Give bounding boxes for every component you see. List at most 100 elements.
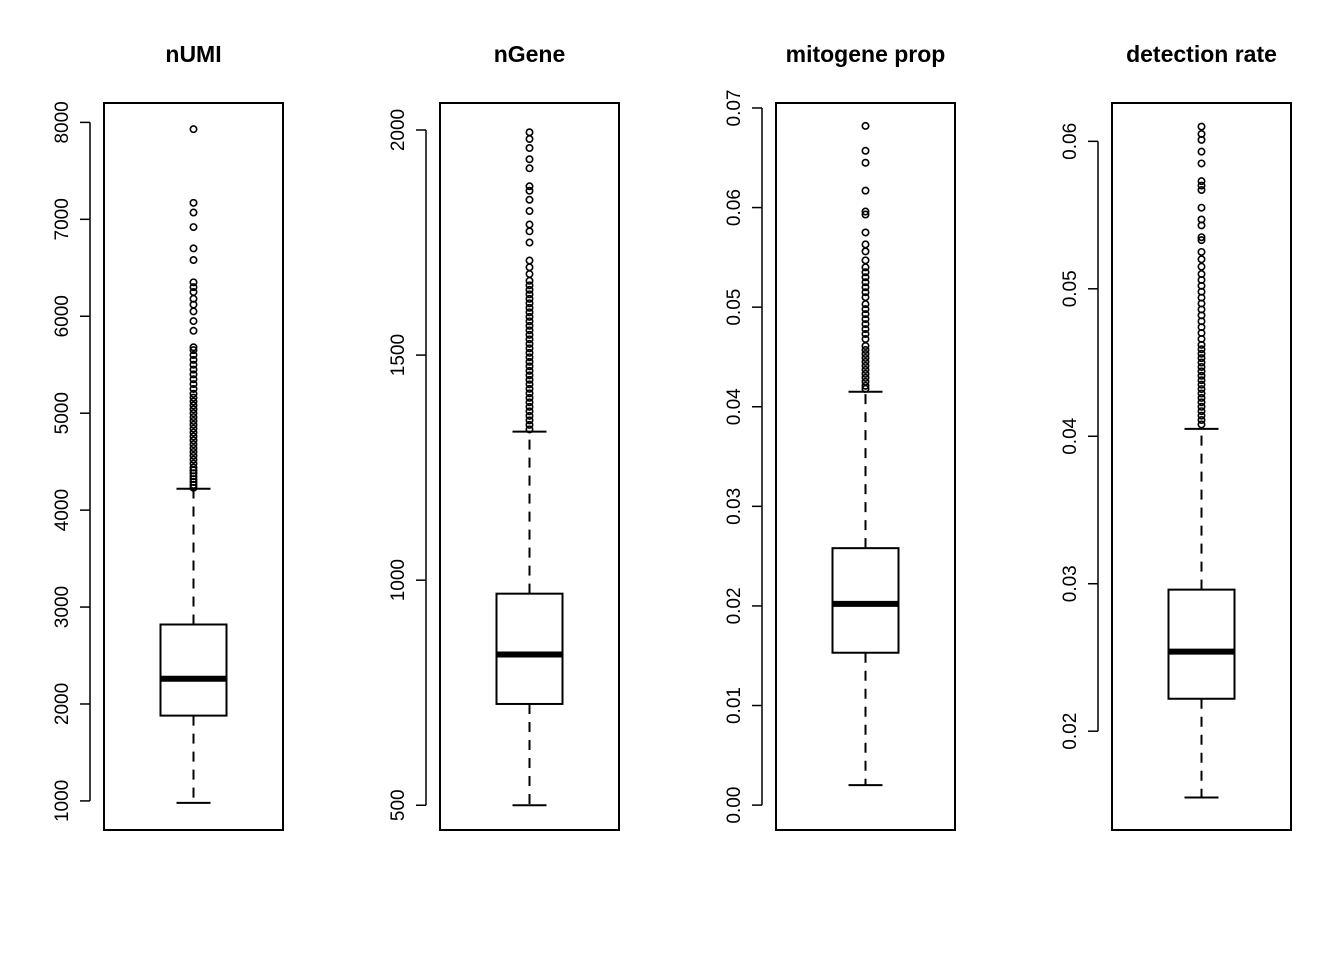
y-tick-label: 0.05 [1060,270,1081,307]
y-tick-label: 0.06 [724,189,745,226]
outlier-point [861,353,870,362]
outlier-point [861,325,870,334]
outlier-point [525,398,534,407]
outlier-point [1197,389,1206,398]
outlier-point [861,186,870,195]
y-tick-label: 3000 [52,586,73,628]
outlier-point [525,389,534,398]
outlier-point [1197,385,1206,394]
outlier-point [861,228,870,237]
outlier-point [525,344,534,353]
outlier-point [189,208,198,217]
outlier-point [525,128,534,137]
boxplot-panel-3: mitogene prop 0.00 0.01 0.02 0.03 0.04 0.05 0.0… [724,41,956,831]
outlier-point [1197,371,1206,380]
outlier-point [861,268,870,277]
outlier-point [1197,177,1206,186]
outlier-point [861,330,870,339]
outlier-point [861,121,870,130]
outlier-point [861,357,870,366]
outlier-point [525,263,534,272]
outlier-point [189,346,198,355]
outlier-point [189,416,198,425]
outlier-point [189,409,198,418]
outlier-point [1197,345,1206,354]
outlier-point [1197,236,1206,245]
y-tick-label: 0.04 [724,388,745,425]
outlier-point [861,335,870,344]
panel-title: nGene [494,41,566,67]
outlier-point [525,407,534,416]
outlier-point [525,326,534,335]
outlier-point [525,321,534,330]
outlier-point [861,207,870,216]
outlier-point [525,195,534,204]
outlier-point [525,411,534,420]
outlier-point [189,360,198,369]
outlier-point [189,444,198,453]
y-tick-label: 0.07 [724,89,745,126]
outlier-point [525,402,534,411]
y-tick-label: 1000 [388,559,409,601]
outlier-point [189,436,198,445]
y-tick-label: 0.05 [724,289,745,326]
outlier-point [1197,367,1206,376]
outlier-point [1197,181,1206,190]
outlier-point [1197,233,1206,242]
outlier-point [1197,402,1206,411]
outlier-point [189,198,198,207]
outlier-point [189,223,198,232]
outlier-point [189,256,198,265]
outlier-point [189,432,198,441]
outlier-point [1197,354,1206,363]
outlier-point [1197,147,1206,156]
outlier-point [189,278,198,287]
outlier-point [1197,416,1206,425]
y-tick-label: 0.04 [1060,417,1081,454]
outlier-point [189,440,198,449]
plot-frame [1111,102,1292,831]
outlier-point [189,401,198,410]
outlier-point [525,317,534,326]
outlier-point [189,428,198,437]
y-tick-label: 0.03 [1060,565,1081,602]
outlier-point [189,307,198,316]
outlier-point [861,240,870,249]
outlier-point [525,186,534,195]
outlier-point [861,278,870,287]
outlier-point [189,447,198,456]
outlier-point [189,125,198,134]
outlier-point [189,424,198,433]
outlier-point [1197,129,1206,138]
outlier-point [861,345,870,354]
y-tick-label: 1500 [388,334,409,376]
outlier-point [861,158,870,167]
outlier-point [1197,122,1206,131]
iqr-box [1167,588,1236,700]
outlier-point [861,247,870,256]
outlier-point [525,380,534,389]
outlier-point [861,293,870,302]
outlier-point [189,343,198,352]
outlier-point [861,377,870,386]
outlier-point [861,273,870,282]
plot-frame [439,102,620,831]
panel-title: detection rate [1126,41,1277,67]
y-tick-label: 0.02 [724,587,745,624]
outlier-point [525,164,534,173]
outlier-point [525,256,534,265]
outlier-point [525,371,534,380]
outlier-point [525,375,534,384]
outlier-point [525,353,534,362]
outlier-point [1197,393,1206,402]
outlier-point [525,362,534,371]
outlier-point [1197,255,1206,264]
outlier-point [1197,407,1206,416]
outlier-point [525,144,534,153]
outlier-point [525,155,534,164]
outlier-point [189,375,198,384]
outlier-point [1197,362,1206,371]
outlier-point [525,135,534,144]
outlier-point [525,290,534,299]
outlier-point [189,351,198,360]
